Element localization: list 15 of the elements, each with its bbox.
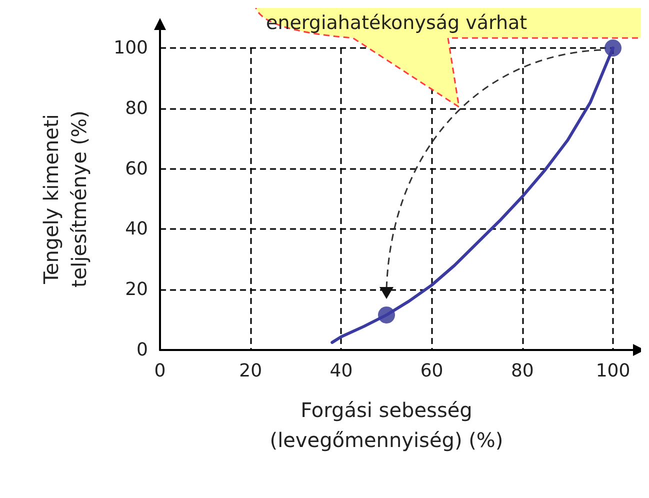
x-tick-label: 100 <box>596 360 630 382</box>
x-tick-label: 0 <box>154 360 166 382</box>
x-tick-label: 80 <box>510 360 534 382</box>
y-tick-label: 0 <box>136 340 148 360</box>
x-tick-label: 60 <box>420 360 444 382</box>
y-tick-label: 40 <box>125 218 148 240</box>
y-axis-title: Tengely kimeneti teljesítménye (%) <box>39 110 91 288</box>
y-tick-label: 20 <box>125 279 148 300</box>
x-tick-label: 20 <box>239 360 262 382</box>
y-tick-label: 80 <box>125 98 148 119</box>
text: energiahatékonyság várhat <box>266 12 528 34</box>
x-axis-title: Forgási sebesség (levegőmennyiség) (%) <box>270 398 504 452</box>
y-tick-label: 60 <box>125 158 148 180</box>
x-tick-label: 40 <box>330 360 353 382</box>
y-tick-label: 100 <box>114 38 148 58</box>
